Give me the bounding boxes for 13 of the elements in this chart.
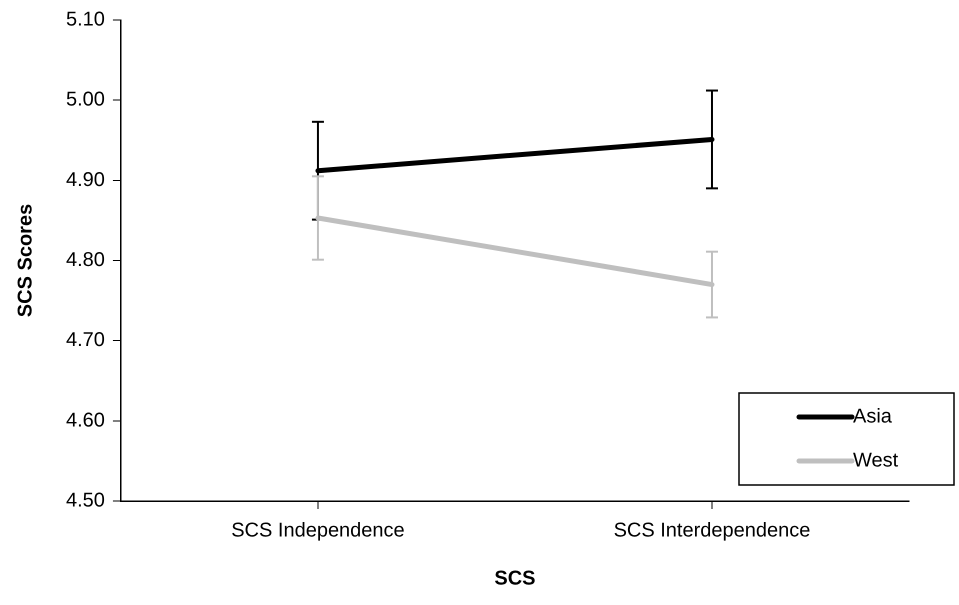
y-tick-label: 4.80	[66, 249, 105, 272]
legend-label: West	[853, 450, 899, 472]
y-tick-label: 4.90	[66, 168, 105, 191]
y-tick-label: 5.10	[66, 8, 105, 31]
x-axis-title: SCS	[494, 568, 536, 590]
x-tick-label: SCS Independence	[231, 520, 405, 542]
y-tick-label: 4.70	[66, 329, 105, 352]
x-tick-label: SCS Interdependence	[614, 520, 810, 542]
y-axis-title: SCS Scores	[14, 204, 37, 318]
y-tick-label: 4.50	[66, 490, 105, 512]
legend-label: Asia	[853, 406, 893, 428]
y-tick-label: 4.60	[66, 409, 105, 432]
y-tick-label: 5.00	[66, 88, 105, 111]
